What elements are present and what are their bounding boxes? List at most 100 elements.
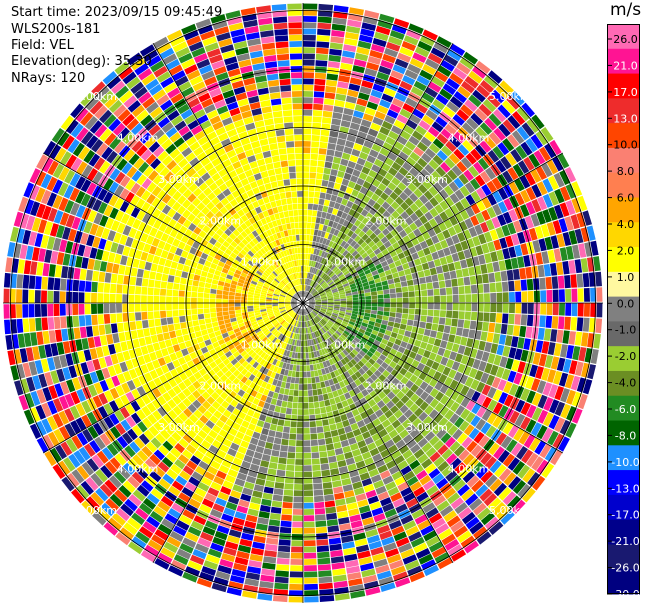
range-gate (159, 374, 168, 384)
range-gate (398, 151, 409, 161)
range-gate (75, 107, 89, 123)
range-gate (385, 424, 395, 434)
range-gate (419, 240, 428, 250)
range-gate (278, 457, 287, 465)
range-gate (365, 489, 377, 499)
range-gate (86, 135, 99, 149)
range-gate (210, 288, 217, 294)
range-gate (211, 321, 219, 328)
range-gate (205, 420, 215, 429)
range-gate (482, 99, 497, 113)
range-gate (152, 255, 161, 265)
range-gate (265, 396, 273, 404)
range-gate (320, 335, 325, 342)
range-gate (42, 330, 50, 344)
range-gate (241, 309, 248, 313)
range-gate (355, 434, 364, 443)
range-gate (295, 452, 303, 459)
range-gate (180, 250, 189, 259)
range-gate (396, 307, 403, 313)
range-gate (61, 476, 75, 492)
range-gate (419, 256, 428, 264)
range-gate (546, 303, 553, 315)
range-gate (520, 416, 531, 430)
range-gate (523, 255, 531, 267)
range-gate (418, 120, 431, 131)
range-gate (312, 338, 317, 345)
range-gate (184, 481, 197, 492)
range-gate (248, 366, 256, 374)
range-gate (284, 356, 289, 363)
range-gate (59, 151, 72, 166)
range-gate (306, 314, 309, 321)
range-gate (324, 92, 336, 100)
range-gate (325, 437, 333, 445)
range-gate (275, 324, 281, 330)
range-gate (442, 229, 451, 239)
range-gate (343, 356, 350, 364)
range-gate (90, 492, 105, 506)
range-gate (339, 324, 346, 330)
range-gate (109, 475, 122, 489)
range-gate (383, 187, 393, 196)
range-gate (350, 590, 366, 599)
range-gate (492, 333, 500, 344)
range-gate (387, 486, 400, 497)
range-gate (308, 304, 315, 308)
range-gate (525, 376, 535, 390)
range-gate (298, 390, 303, 397)
range-gate (303, 122, 312, 129)
range-gate (95, 369, 105, 382)
range-gate (261, 263, 268, 270)
range-gate (541, 251, 550, 264)
range-gate (369, 501, 382, 511)
range-gate (305, 315, 307, 321)
range-gate (163, 332, 171, 341)
range-gate (118, 332, 126, 342)
range-gate (318, 271, 323, 277)
range-gate (320, 295, 327, 299)
range-gate (498, 487, 512, 501)
range-gate (336, 318, 343, 323)
range-gate (309, 280, 313, 286)
range-gate (270, 456, 279, 463)
range-gate (556, 262, 564, 276)
range-gate (318, 312, 325, 317)
range-gate (46, 236, 56, 250)
range-gate (306, 260, 310, 266)
range-gate (386, 373, 395, 382)
range-gate (327, 365, 334, 373)
range-gate (317, 356, 323, 363)
range-gate (81, 400, 92, 414)
range-gate (332, 275, 338, 281)
range-gate (487, 241, 496, 253)
range-gate (347, 323, 354, 329)
range-gate (276, 275, 282, 281)
range-gate (314, 338, 319, 345)
range-gate (327, 206, 334, 214)
range-gate (273, 309, 280, 313)
range-gate (513, 372, 523, 385)
range-gate (275, 353, 281, 360)
range-gate (378, 391, 387, 400)
range-gate (183, 244, 192, 253)
range-gate (356, 256, 364, 263)
range-gate (283, 329, 288, 335)
range-gate (270, 272, 277, 278)
range-gate (548, 384, 559, 399)
range-gate (103, 416, 115, 429)
range-gate (92, 199, 103, 212)
range-gate (224, 386, 233, 395)
range-gate (271, 417, 279, 425)
range-gate (325, 253, 331, 260)
range-gate (58, 426, 71, 441)
range-gate (237, 319, 244, 325)
range-gate (222, 252, 230, 260)
range-gate (432, 517, 446, 530)
range-gate (197, 308, 204, 315)
range-gate (475, 418, 486, 431)
range-gate (566, 345, 575, 359)
range-gate (257, 593, 273, 601)
range-gate (376, 252, 384, 259)
range-gate (388, 429, 399, 439)
